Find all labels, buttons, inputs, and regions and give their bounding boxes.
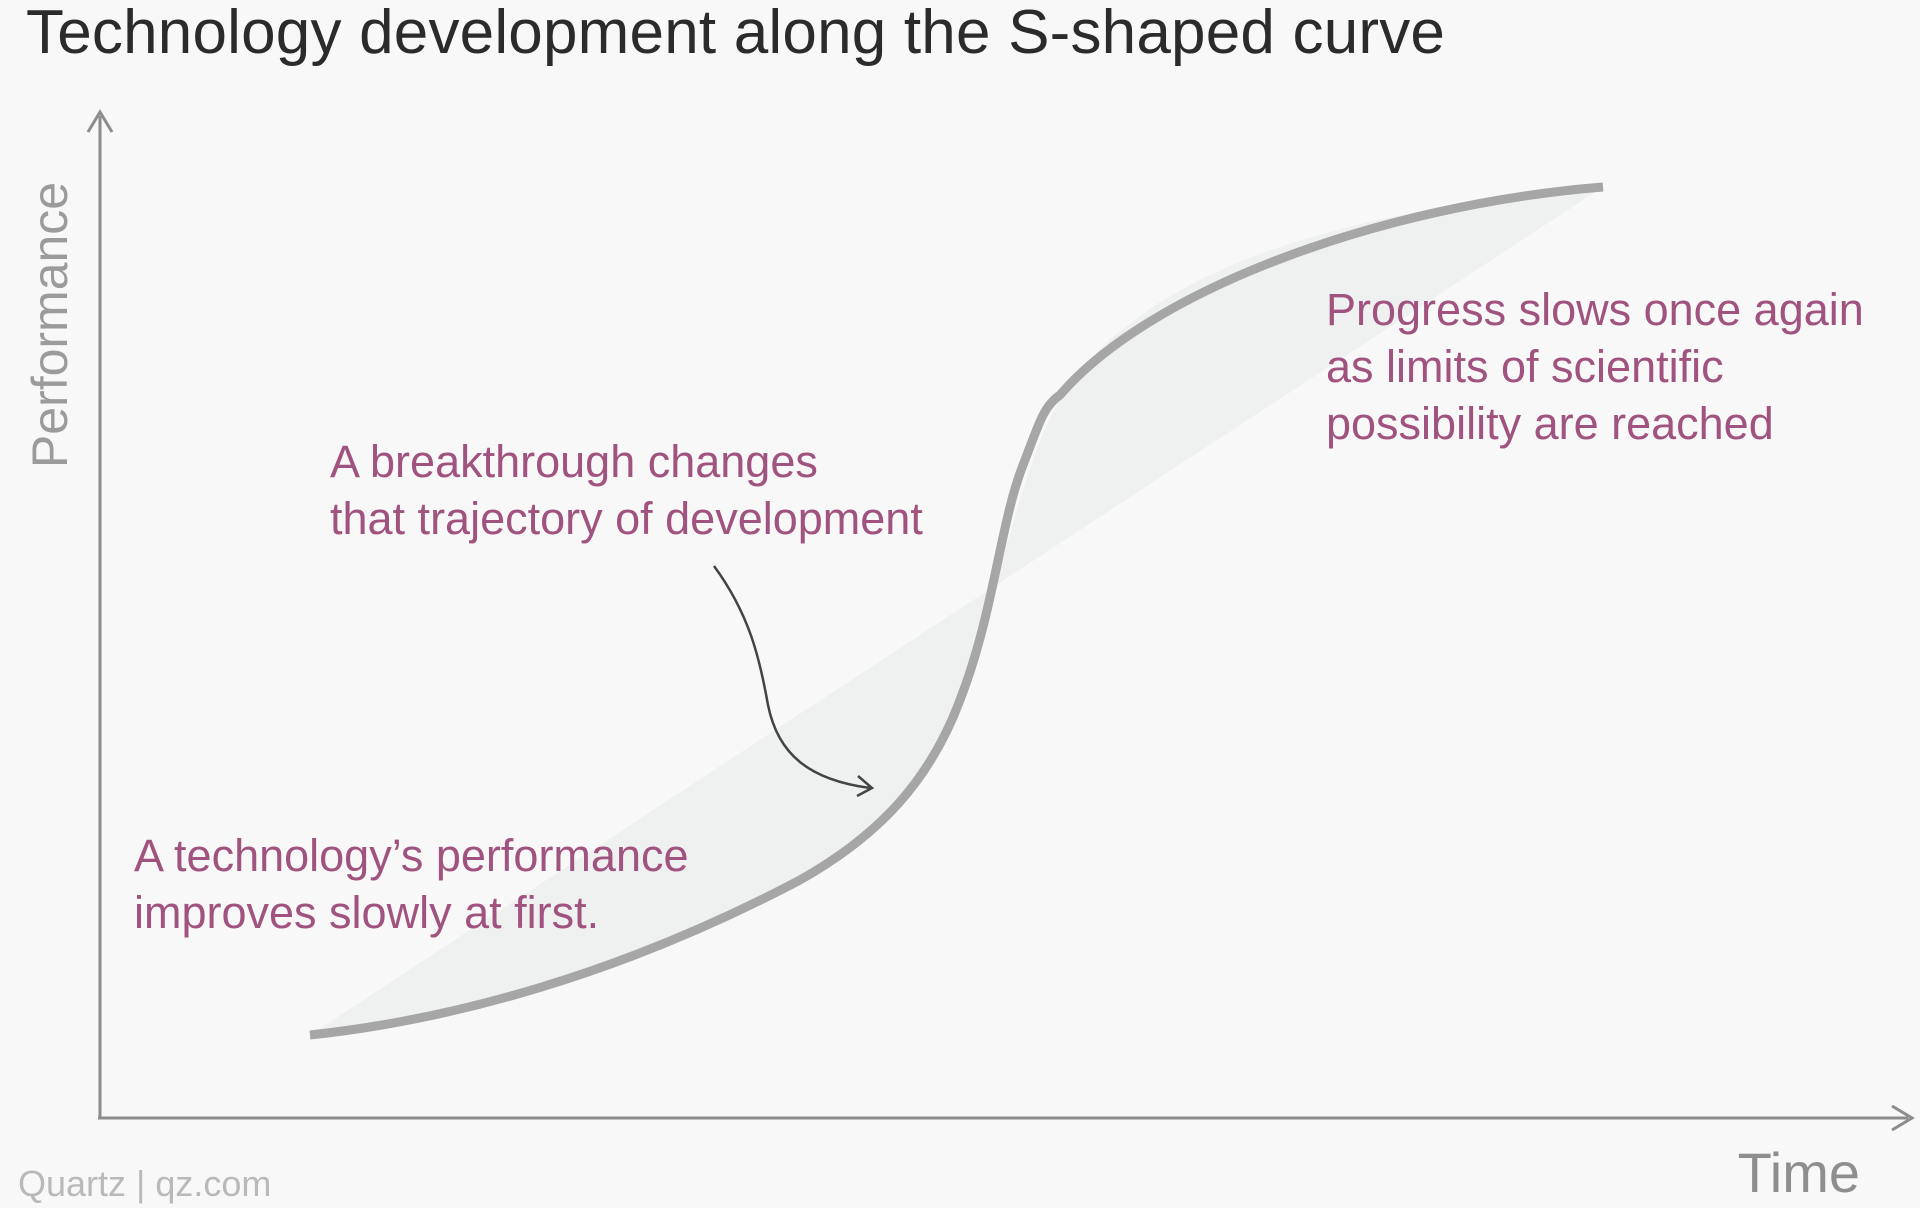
y-axis-label: Performance [22, 181, 78, 469]
x-axis-label: Time [1737, 1141, 1860, 1204]
y-axis-arrowhead [86, 109, 114, 133]
source-credit: Quartz | qz.com [18, 1163, 272, 1204]
annotation-breakthrough: A breakthrough changes that trajectory o… [330, 436, 923, 544]
annotation-arrowhead [856, 775, 875, 798]
annotation-slows-again: Progress slows once again as limits of s… [1326, 284, 1864, 449]
x-axis-arrowhead [1891, 1104, 1915, 1132]
s-curve-line [309, 182, 1604, 1040]
annotation-slow-start: A technology’s performance improves slow… [134, 830, 689, 938]
chart-title: Technology development along the S-shape… [26, 0, 1446, 67]
curve-shaded-area [310, 187, 1603, 1035]
annotation-arrow [712, 565, 871, 790]
